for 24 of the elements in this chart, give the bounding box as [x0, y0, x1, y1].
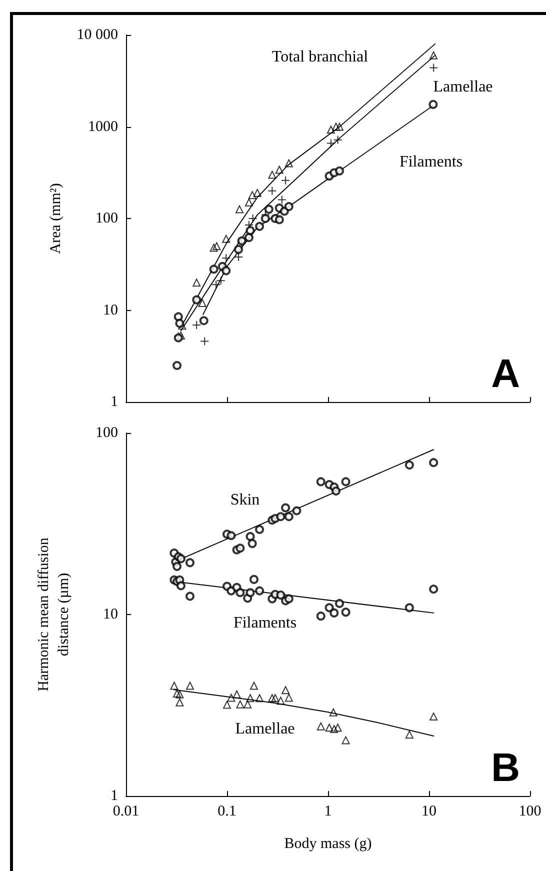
y-tick-label: 100 — [96, 210, 118, 226]
x-tick-label: 0.01 — [112, 804, 140, 820]
annotation: A — [491, 352, 520, 396]
annotation: Total branchial — [272, 48, 369, 66]
x-tick-label: 0.1 — [218, 804, 236, 820]
y-tick-label: 10 — [103, 302, 118, 318]
y-tick-label: 1 — [110, 788, 118, 804]
y-tick-label: 100 — [96, 425, 118, 441]
annotation: Lamellae — [433, 78, 493, 96]
annotation: Skin — [230, 492, 260, 508]
y-tick-label: 10 000 — [76, 27, 118, 43]
y-tick-label: 1 — [110, 394, 118, 410]
x-tick-label: 100 — [518, 804, 542, 820]
annotation: Filaments — [399, 154, 463, 170]
annotation: B — [491, 746, 520, 790]
annotation: Filaments — [233, 614, 297, 632]
y-axis-title: Area (mm²) — [48, 183, 64, 254]
x-tick-label: 1 — [324, 804, 332, 820]
x-axis-title: Body mass (g) — [284, 836, 372, 852]
y-tick-label: 10 — [103, 606, 118, 622]
y-axis-title: Harmonic mean diffusion distance (µm) — [36, 537, 72, 692]
x-tick-label: 10 — [422, 804, 436, 820]
annotation: Lamellae — [235, 720, 295, 738]
y-tick-label: 1000 — [88, 118, 118, 135]
